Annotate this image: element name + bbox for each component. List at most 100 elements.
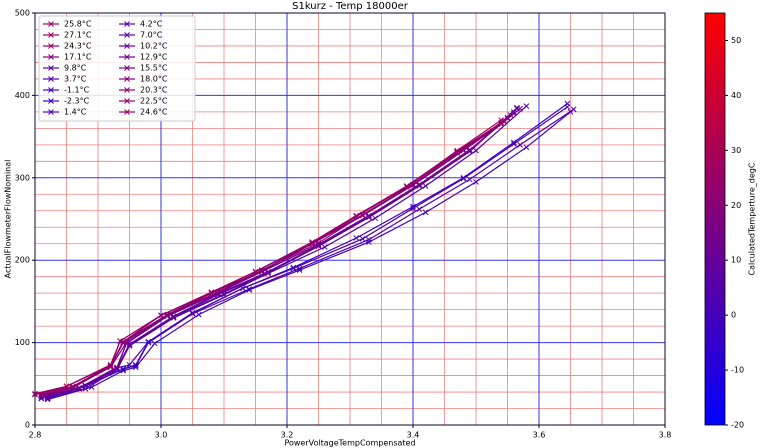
- legend-label: 9.8°C: [64, 64, 87, 73]
- legend-label: -2.3°C: [64, 97, 90, 106]
- marker: [359, 235, 366, 242]
- x-tick-label: 3.2: [281, 431, 294, 440]
- legend-label: -1.1°C: [64, 86, 90, 95]
- colorbar-tick-label: 10: [731, 256, 741, 265]
- y-tick-label: 100: [15, 338, 30, 347]
- colorbar-tick-label: -20: [731, 421, 744, 430]
- legend-marker: [48, 43, 54, 49]
- chart-title: S1kurz - Temp 18000er: [292, 1, 409, 12]
- legend-marker: [48, 54, 54, 60]
- legend-marker: [124, 54, 130, 60]
- legend-label: 24.3°C: [64, 42, 92, 51]
- marker: [523, 144, 530, 151]
- colorbar-tick-label: 40: [731, 91, 741, 100]
- colorbar-tick-label: 30: [731, 146, 741, 155]
- marker: [32, 391, 38, 398]
- series-line: [47, 105, 527, 399]
- colorbar-tick-label: -10: [731, 366, 744, 375]
- series-line: [41, 113, 515, 396]
- marker: [114, 366, 120, 372]
- legend-marker: [124, 87, 130, 93]
- x-tick-label: 3.6: [533, 431, 546, 440]
- legend-marker: [124, 76, 130, 82]
- legend-marker: [124, 43, 130, 49]
- marker: [410, 203, 416, 210]
- y-tick-label: 0: [25, 421, 30, 430]
- marker: [145, 338, 152, 345]
- plot-frame: [34, 12, 666, 426]
- marker: [510, 141, 517, 147]
- series-line: [34, 122, 502, 396]
- colorbar-label: CalculatedTemperture_degC: [748, 162, 757, 275]
- x-tick-label: 3.0: [155, 431, 168, 440]
- marker: [117, 338, 123, 344]
- x-axis-label: PowerVoltageTempCompensated: [284, 439, 415, 448]
- legend-label: 4.2°C: [140, 20, 163, 29]
- y-tick-label: 300: [15, 173, 30, 182]
- legend-marker: [124, 65, 130, 71]
- legend-marker: [124, 21, 130, 27]
- marker: [63, 383, 70, 390]
- legend-label: 17.1°C: [64, 53, 92, 62]
- series-line: [41, 108, 521, 397]
- legend-marker: [124, 98, 130, 104]
- marker: [195, 311, 202, 318]
- marker: [290, 265, 297, 272]
- marker: [132, 361, 139, 368]
- series-line: [41, 114, 512, 397]
- marker: [517, 141, 523, 148]
- marker: [107, 364, 114, 371]
- legend-label: 12.9°C: [140, 53, 168, 62]
- marker: [76, 385, 82, 391]
- colorbar-tick-label: 50: [731, 36, 741, 45]
- marker: [366, 212, 372, 219]
- marker: [151, 340, 158, 347]
- marker: [158, 312, 164, 319]
- legend-label: 18.0°C: [140, 75, 168, 84]
- legend-label: 20.3°C: [140, 86, 168, 95]
- marker: [473, 179, 479, 185]
- marker: [82, 385, 89, 392]
- marker: [422, 209, 429, 216]
- marker: [501, 118, 508, 124]
- marker: [466, 176, 473, 183]
- marker: [107, 362, 114, 369]
- marker: [315, 241, 322, 248]
- series-line: [47, 111, 571, 401]
- marker: [564, 104, 571, 110]
- marker: [309, 239, 316, 245]
- marker: [422, 183, 429, 189]
- legend-label: 3.7°C: [64, 75, 87, 84]
- legend-label: 25.8°C: [64, 20, 92, 29]
- series-line: [41, 117, 508, 397]
- marker: [454, 148, 460, 155]
- legend-marker: [48, 21, 54, 27]
- series-line: [47, 108, 518, 398]
- legend-label: 24.6°C: [140, 108, 168, 117]
- marker: [353, 212, 360, 219]
- x-tick-label: 3.8: [659, 431, 672, 440]
- legend-marker: [48, 32, 54, 38]
- legend-marker: [48, 65, 54, 71]
- colorbar-tick-label: 0: [731, 311, 736, 320]
- marker: [416, 182, 423, 189]
- marker: [107, 363, 114, 370]
- marker: [372, 215, 379, 222]
- marker: [410, 205, 416, 212]
- series-line: [41, 118, 508, 396]
- marker: [460, 175, 467, 182]
- marker: [189, 310, 196, 316]
- marker: [252, 268, 259, 275]
- legend-marker: [124, 109, 130, 115]
- marker: [246, 287, 253, 293]
- marker: [510, 139, 517, 146]
- colorbar-tick-label: 20: [731, 201, 741, 210]
- x-tick-label: 2.8: [29, 431, 42, 440]
- marker: [473, 147, 479, 154]
- legend-marker: [48, 76, 54, 82]
- legend-label: 15.5°C: [140, 64, 168, 73]
- marker: [321, 244, 328, 250]
- x-tick-label: 3.4: [407, 431, 420, 440]
- marker: [32, 390, 38, 397]
